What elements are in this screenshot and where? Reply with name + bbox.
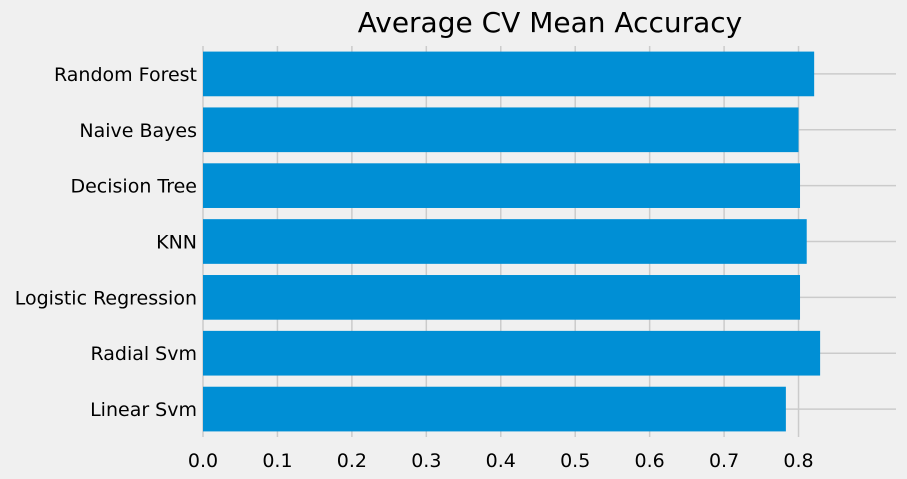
x-tick-label: 0.1 [262,450,292,472]
category-label: Random Forest [54,64,197,86]
x-tick-label: 0.7 [709,450,739,472]
category-label: Radial Svm [90,343,197,365]
bar-knn [203,219,807,264]
x-tick-label: 0.0 [188,450,218,472]
category-label: Naive Bayes [79,120,197,142]
category-label: Linear Svm [90,399,197,421]
bar-decision-tree [203,163,801,208]
category-label: Decision Tree [70,176,197,198]
x-tick-labels: 0.0 0.1 0.2 0.3 0.4 0.5 0.6 0.7 0.8 [188,450,814,472]
category-labels: Linear Svm Radial Svm Logistic Regression K… [15,64,197,421]
chart-title: Average CV Mean Accuracy [358,6,743,39]
bar-random-forest [203,51,815,97]
bars [203,51,821,432]
bar-radial-svm [203,330,821,376]
x-tick-label: 0.4 [486,450,516,472]
bar-naive-bayes [203,107,799,153]
bar-linear-svm [203,386,786,432]
x-tick-label: 0.2 [337,450,367,472]
bar-logistic-regression [203,275,801,320]
category-label: Logistic Regression [15,287,197,309]
x-tick-label: 0.6 [635,450,665,472]
x-tick-label: 0.8 [783,450,813,472]
category-label: KNN [156,232,197,254]
x-tick-label: 0.5 [560,450,590,472]
x-tick-label: 0.3 [411,450,441,472]
